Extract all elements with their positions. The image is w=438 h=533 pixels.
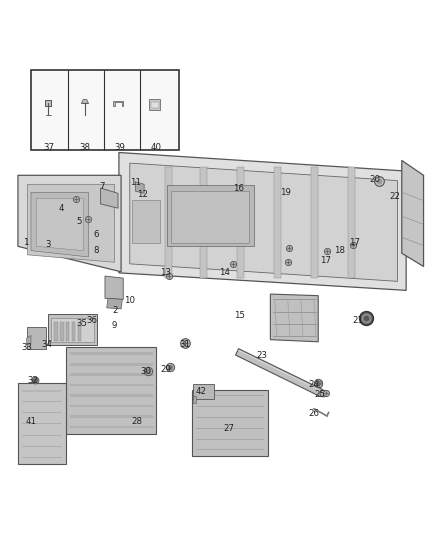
Bar [151, 102, 159, 108]
Bar [27, 327, 46, 349]
Text: 34: 34 [42, 341, 53, 350]
Polygon shape [105, 276, 123, 300]
Polygon shape [101, 188, 118, 208]
Text: 28: 28 [132, 417, 143, 426]
Text: 30: 30 [141, 367, 152, 376]
Polygon shape [166, 167, 173, 278]
Polygon shape [81, 100, 88, 103]
Text: 29: 29 [160, 366, 171, 374]
Polygon shape [70, 384, 153, 386]
Text: 9: 9 [112, 321, 117, 330]
Polygon shape [130, 163, 397, 281]
Bar [66, 321, 69, 341]
Text: 5: 5 [76, 217, 81, 226]
Polygon shape [200, 167, 207, 278]
Text: 8: 8 [94, 246, 99, 255]
Text: 39: 39 [114, 143, 125, 152]
Text: 35: 35 [76, 319, 88, 328]
Text: 27: 27 [223, 424, 234, 433]
Polygon shape [270, 294, 318, 342]
Text: 18: 18 [335, 246, 346, 255]
Bar [78, 321, 81, 341]
Text: 41: 41 [25, 417, 36, 426]
Polygon shape [135, 182, 144, 193]
Polygon shape [192, 390, 268, 456]
Polygon shape [70, 415, 153, 418]
Polygon shape [193, 384, 214, 399]
Polygon shape [70, 363, 153, 366]
Polygon shape [18, 383, 66, 464]
Polygon shape [274, 167, 281, 278]
Text: 16: 16 [233, 183, 244, 192]
Bar [149, 100, 160, 110]
Text: 2: 2 [113, 306, 118, 315]
Text: 4: 4 [59, 204, 64, 213]
Text: 31: 31 [180, 341, 191, 350]
Bar [171, 191, 250, 243]
Polygon shape [28, 184, 115, 262]
Text: 38: 38 [79, 143, 91, 152]
Polygon shape [348, 167, 355, 278]
Polygon shape [107, 298, 122, 309]
Polygon shape [36, 199, 83, 251]
Text: 32: 32 [27, 376, 38, 385]
Polygon shape [27, 335, 31, 345]
Bar [60, 321, 64, 341]
Text: 36: 36 [86, 316, 97, 325]
Bar [48, 314, 97, 345]
Text: 6: 6 [94, 230, 99, 239]
Text: 17: 17 [320, 256, 331, 265]
Polygon shape [70, 373, 153, 376]
Polygon shape [119, 152, 406, 290]
Text: 26: 26 [308, 409, 319, 418]
Text: 10: 10 [124, 296, 135, 305]
Text: 12: 12 [138, 190, 148, 199]
Polygon shape [70, 425, 153, 428]
Bar [51, 318, 94, 342]
Bar [31, 70, 179, 150]
Text: 23: 23 [256, 351, 267, 360]
Text: 22: 22 [390, 192, 401, 201]
Text: 20: 20 [369, 174, 380, 183]
Text: 11: 11 [130, 178, 141, 187]
Polygon shape [31, 192, 88, 257]
Text: 14: 14 [219, 268, 230, 277]
Text: 37: 37 [43, 143, 54, 152]
Text: 21: 21 [352, 316, 363, 325]
Polygon shape [237, 167, 244, 278]
Polygon shape [22, 390, 61, 392]
Text: 19: 19 [280, 188, 290, 197]
Text: 40: 40 [150, 143, 161, 152]
Bar [54, 321, 58, 341]
Bar [167, 185, 254, 246]
Bar [132, 200, 160, 243]
Polygon shape [70, 352, 153, 355]
Polygon shape [193, 397, 196, 403]
Text: 7: 7 [99, 182, 105, 191]
Text: 13: 13 [160, 268, 171, 277]
Polygon shape [70, 405, 153, 407]
Text: 24: 24 [308, 379, 319, 389]
Text: 33: 33 [21, 343, 32, 352]
Text: 3: 3 [46, 240, 51, 249]
Text: 42: 42 [195, 386, 206, 395]
Polygon shape [18, 175, 121, 272]
Text: 17: 17 [349, 238, 360, 247]
Polygon shape [311, 167, 318, 278]
Text: 25: 25 [314, 390, 325, 399]
Polygon shape [66, 347, 156, 433]
Polygon shape [70, 394, 153, 397]
Polygon shape [402, 160, 424, 266]
Bar [72, 321, 75, 341]
Text: 15: 15 [234, 311, 245, 320]
Text: 1: 1 [23, 238, 28, 247]
Polygon shape [236, 349, 322, 397]
Polygon shape [113, 101, 123, 106]
